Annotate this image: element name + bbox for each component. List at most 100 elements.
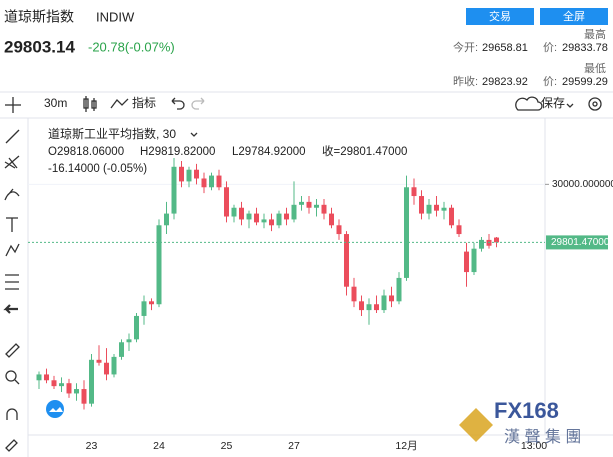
candle-body <box>186 169 192 182</box>
candle-body <box>479 239 484 249</box>
candle-body <box>434 204 439 211</box>
candle-body <box>164 213 169 226</box>
undo[interactable] <box>171 97 185 110</box>
symbol-name: 道琼斯指数 <box>4 9 74 25</box>
x-tick-label: 25 <box>221 440 233 452</box>
legend-title: 道琼斯工业平均指数, 30 <box>48 126 176 141</box>
price: 29803.14 <box>4 37 75 56</box>
trade-button-label[interactable]: 交易 <box>489 9 511 23</box>
candle-body <box>404 187 409 278</box>
candle-body <box>156 225 162 305</box>
logo-button[interactable] <box>46 400 64 418</box>
legend-change: -16.14000 (-0.05%) <box>48 163 147 175</box>
candle-body <box>426 204 432 214</box>
candle-body <box>201 178 207 188</box>
x-tick-label: 12月 <box>395 440 417 452</box>
chart-style[interactable] <box>83 96 97 112</box>
y-tick-label: 30000.000000 <box>552 179 613 190</box>
settings-core <box>592 101 598 107</box>
legend-low: L29784.92000 <box>232 146 306 158</box>
candle-body <box>449 207 454 226</box>
candle-body <box>209 175 214 188</box>
candle-body <box>269 219 274 226</box>
candle-body <box>44 374 49 381</box>
x-tick-label: 23 <box>86 440 98 452</box>
price-change: -20.78(-0.07%) <box>88 39 175 54</box>
candle-body <box>419 196 424 214</box>
low-label: 最低 <box>584 62 606 75</box>
candle-body <box>179 166 184 182</box>
candle-body <box>291 204 297 220</box>
legend-high: H29819.82000 <box>140 146 215 158</box>
candle-body <box>36 374 42 381</box>
candle-body <box>306 201 312 208</box>
save[interactable]: 保存 <box>541 96 565 110</box>
redo[interactable] <box>191 97 205 110</box>
candle-body <box>126 339 132 343</box>
candle-body <box>366 304 372 311</box>
last-price-box <box>546 235 608 250</box>
watermark-company: 漢 聲 集 團 <box>504 428 581 446</box>
high-label: 最高 <box>584 27 606 41</box>
candle-body <box>396 277 402 302</box>
candle-body <box>194 169 199 179</box>
candle-body <box>89 359 94 404</box>
candle-body <box>314 204 319 208</box>
prev-close-label: 昨收: <box>453 74 478 88</box>
indicators[interactable]: 指标 <box>132 95 156 110</box>
candle-body <box>216 175 222 188</box>
settings[interactable] <box>588 97 602 111</box>
plot: 30000.000000 23 24 25 27 12月 13:00 29801.47000 <box>28 158 613 452</box>
low-value: 29599.29 <box>562 76 608 88</box>
candle-body <box>344 234 349 287</box>
candle-body <box>359 301 364 311</box>
watermark-logo: FX168 <box>494 398 559 423</box>
interval[interactable]: 30m <box>44 96 67 110</box>
candle-body <box>171 166 177 214</box>
low-price-label: 价: <box>543 75 557 88</box>
candle-body <box>471 248 477 273</box>
high-value: 29833.78 <box>562 42 608 54</box>
candle-body <box>284 213 289 220</box>
candle-body <box>329 213 334 226</box>
candle-body <box>81 389 87 404</box>
high-price-label: 价: <box>543 41 557 54</box>
open-label: 今开: <box>453 40 478 54</box>
prev-close-value: 29823.92 <box>482 76 528 88</box>
candle-body <box>141 301 147 316</box>
fullscreen-button-label[interactable]: 全屏 <box>563 9 585 23</box>
candle-body <box>389 295 394 302</box>
fullscreen-button[interactable] <box>540 8 608 25</box>
drawing-tools[interactable] <box>3 129 20 452</box>
candle-body <box>246 213 252 220</box>
x-tick-label: 13:00 <box>521 440 547 452</box>
watermark-diamond <box>459 408 493 442</box>
trade-button[interactable] <box>466 8 534 25</box>
candle-body <box>441 207 447 211</box>
candle-body <box>261 219 267 223</box>
indicator-icon[interactable] <box>110 98 129 109</box>
candle-body <box>134 315 139 340</box>
candle-body <box>464 251 469 273</box>
candle-body <box>149 301 154 305</box>
candle-body <box>239 207 244 220</box>
last-price-label: 29801.47000 <box>551 237 610 248</box>
save-dropdown[interactable] <box>566 103 574 108</box>
candle-body <box>336 225 342 235</box>
symbol-code: INDIW <box>96 9 135 24</box>
crosshair-tool[interactable] <box>5 97 21 113</box>
candle-body <box>276 213 282 226</box>
open-value: 29658.81 <box>482 42 528 54</box>
legend-dropdown[interactable] <box>190 132 198 137</box>
legend-open: O29818.06000 <box>48 146 124 158</box>
candle-body <box>119 342 124 357</box>
candle-body <box>374 304 379 311</box>
candle-body <box>96 359 102 363</box>
candle-body <box>74 389 79 394</box>
candle-body <box>351 286 357 302</box>
candle-body <box>299 201 304 205</box>
cloud-icon[interactable] <box>515 96 543 111</box>
legend-close: 收=29801.47000 <box>322 144 407 158</box>
